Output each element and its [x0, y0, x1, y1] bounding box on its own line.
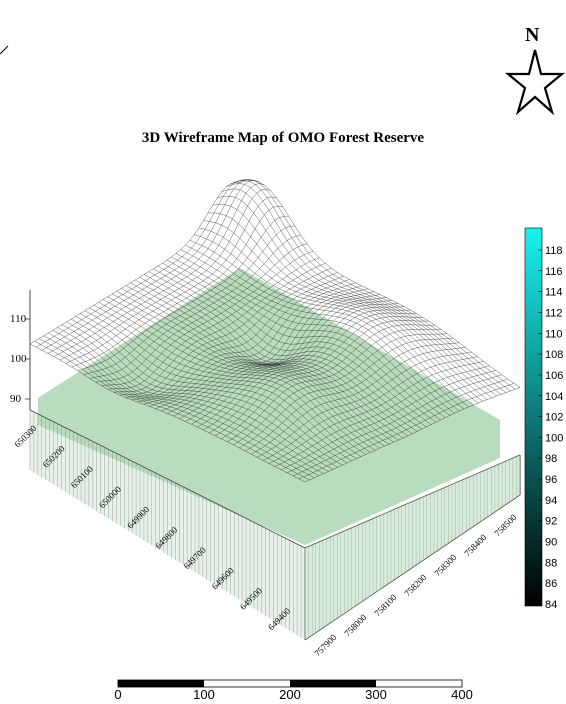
mesh-line-v — [245, 342, 460, 452]
legend-tick-label: 98 — [545, 453, 557, 465]
scale-bar-label: 400 — [451, 687, 473, 699]
mesh-line-u — [139, 277, 418, 432]
mesh-line-u — [162, 262, 441, 421]
mesh-line-v — [173, 297, 387, 417]
mesh-line-v — [263, 356, 478, 461]
mesh-line-v — [257, 351, 472, 458]
mesh-line-u — [226, 183, 507, 393]
legend-tick-label: 102 — [545, 412, 563, 424]
mesh-line-u — [212, 204, 493, 398]
mesh-line-v — [304, 387, 521, 483]
legend-tick-label: 112 — [545, 307, 563, 319]
legend-ticks: 118 116 114 112 110 108 106 104 102 100 98 96 94 92 90… — [538, 245, 563, 611]
mesh-line-u — [148, 271, 427, 428]
legend-tick-label: 86 — [545, 578, 557, 590]
legend-tick-label: 110 — [545, 328, 563, 340]
mesh-line-u — [217, 195, 497, 397]
mesh-line-v — [275, 365, 490, 467]
mesh-line-v — [287, 374, 502, 473]
mesh-line-u — [239, 180, 521, 388]
mesh-line-u — [185, 245, 465, 410]
wireframe-mesh — [29, 179, 521, 483]
mesh-line-v — [233, 333, 448, 445]
scale-bar — [117, 679, 463, 688]
mesh-line-u — [166, 259, 446, 418]
legend-tick-label: 100 — [545, 432, 563, 444]
scale-bar-label: 0 — [114, 687, 121, 699]
mesh-line-v — [221, 324, 435, 439]
mesh-line-v — [203, 312, 417, 431]
mesh-line-u — [176, 253, 455, 414]
legend-tick-label: 116 — [545, 266, 563, 278]
x-tick-label: 757900 — [312, 632, 339, 659]
mesh-line-u — [180, 249, 460, 412]
x-tick-label: 758200 — [402, 572, 429, 599]
corner-tick — [0, 45, 9, 54]
mesh-line-u — [230, 180, 511, 392]
mesh-line-u — [189, 240, 469, 408]
legend-tick-label: 118 — [545, 245, 563, 257]
mesh-line-u — [194, 234, 474, 406]
mesh-line-v — [239, 337, 454, 449]
mesh-line-v — [197, 309, 411, 428]
mesh-line-u — [208, 212, 488, 400]
z-tick-label: 90 — [10, 393, 22, 405]
mesh-line-v — [298, 383, 514, 480]
mesh-line-v — [185, 303, 399, 422]
mesh-line-u — [203, 220, 483, 402]
mesh-line-v — [269, 361, 484, 464]
mesh-line-v — [227, 329, 441, 442]
legend-colorbar — [524, 227, 543, 607]
z-tick-label: 100 — [10, 353, 27, 365]
mesh-line-u — [198, 227, 479, 404]
mesh-line-u — [171, 256, 451, 416]
map-title: 3D Wireframe Map of OMO Forest Reserve — [141, 130, 425, 146]
legend-tick-label: 88 — [545, 557, 557, 569]
legend-tick-label: 84 — [545, 599, 557, 611]
x-tick-label: 758100 — [372, 592, 399, 619]
mesh-line-u — [144, 274, 422, 430]
north-label: N — [525, 24, 540, 46]
scale-bar-labels: 0 100 200 300 400 — [114, 687, 473, 702]
mesh-line-v — [251, 347, 466, 455]
legend-tick-label: 114 — [545, 287, 563, 299]
mesh-line-u — [157, 265, 437, 423]
x-tick-label: 758000 — [342, 612, 369, 639]
z-tick-label: 110 — [10, 313, 27, 325]
legend-tick-label: 106 — [545, 370, 563, 382]
mesh-line-u — [235, 179, 516, 390]
mesh-line-v — [179, 300, 393, 419]
legend-tick-label: 90 — [545, 537, 557, 549]
legend-tick-label: 94 — [545, 495, 557, 507]
x-tick-label: 758400 — [462, 532, 489, 559]
x-tick-label: 758300 — [432, 552, 459, 579]
scale-bar-label: 300 — [365, 687, 387, 699]
scale-bar-label: 200 — [279, 687, 301, 699]
mesh-line-u — [221, 188, 502, 395]
mesh-line-v — [209, 316, 423, 434]
mesh-line-v — [167, 294, 381, 414]
legend-tick-label: 96 — [545, 474, 557, 486]
mesh-line-v — [281, 370, 496, 470]
scale-bar-label: 100 — [193, 687, 215, 699]
mesh-line-v — [215, 320, 429, 436]
mesh-line-v — [292, 378, 508, 477]
x-tick-label: 758500 — [492, 512, 519, 539]
surface-plane — [38, 268, 500, 545]
front-wall-fill — [305, 455, 520, 640]
legend-tick-label: 104 — [545, 391, 563, 403]
north-star-icon — [504, 49, 566, 116]
legend-tick-label: 92 — [545, 516, 557, 528]
left-wall-fill — [30, 410, 305, 640]
z-axis: 110 100 90 — [10, 313, 30, 405]
mesh-line-v — [191, 306, 405, 425]
mesh-line-u — [153, 268, 432, 425]
legend-tick-label: 108 — [545, 349, 563, 361]
